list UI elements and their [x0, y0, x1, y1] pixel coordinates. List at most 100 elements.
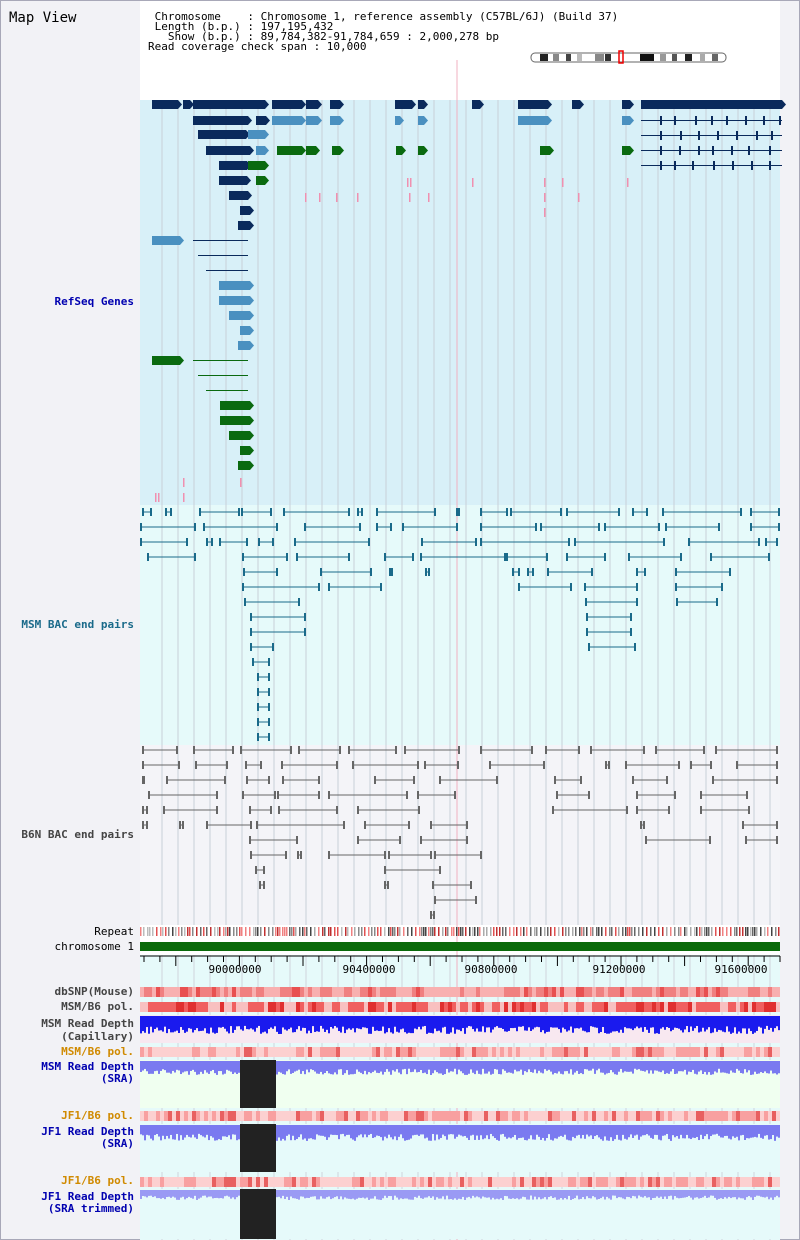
jf1-b6-pol-heat-cell: [460, 1111, 464, 1121]
b6n-bac-pair-end: [466, 836, 468, 844]
axis-tick-label: 90400000: [343, 963, 396, 976]
jf1-depth-trim-bar: [528, 1190, 530, 1200]
gene-feature: [219, 161, 247, 170]
jf1-depth-sra-bar: [216, 1125, 218, 1141]
chromosome-ideogram: [530, 52, 727, 63]
msm-b6-pol-heat-cell: [692, 1002, 696, 1012]
track-label-refseq: RefSeq Genes: [54, 295, 134, 308]
msm-bac-pair-end: [250, 613, 252, 621]
jf1-b6-pol-heat-cell: [268, 1111, 272, 1121]
msm-depth-sra-bar: [470, 1061, 472, 1070]
dbsnp-heat-cell: [568, 987, 572, 997]
dbsnp-heat-cell: [480, 987, 484, 997]
msm-b6-pol2-heat-cell: [188, 1047, 192, 1057]
jf1-b6-pol-heat-cell: [204, 1111, 208, 1121]
small-feature: [544, 208, 546, 217]
msm-depth-sra-bar: [282, 1061, 284, 1075]
msm-depth-sra-bar: [300, 1061, 302, 1074]
msm-depth-cap-bar: [158, 1016, 160, 1031]
jf1-depth-sra-bar: [770, 1125, 772, 1140]
msm-b6-pol-heat-cell: [604, 1002, 608, 1012]
msm-b6-pol-heat-cell: [512, 1002, 516, 1012]
repeat-element: [306, 927, 308, 936]
jf1-depth-sra-bar: [204, 1125, 206, 1138]
msm-b6-pol-heat-cell: [204, 1002, 208, 1012]
msm-b6-pol2-heat-cell: [764, 1047, 768, 1057]
jf1-depth-sra-bar: [368, 1125, 370, 1135]
msm-depth-cap-bar: [240, 1016, 242, 1030]
ideogram-band: [540, 54, 548, 61]
jf1-b6-pol-heat-cell: [532, 1111, 536, 1121]
msm-depth-sra-bar: [144, 1061, 146, 1069]
jf1-b6-pol2-heat-cell: [168, 1177, 172, 1187]
jf1-depth-sra-bar: [676, 1125, 678, 1137]
msm-depth-sra-bar: [598, 1061, 600, 1069]
msm-depth-sra-bar: [744, 1061, 746, 1070]
repeat-element: [324, 927, 326, 936]
msm-depth-cap-bar: [284, 1016, 286, 1030]
jf1-depth-trim-bar: [702, 1190, 704, 1198]
jf1-depth-sra-bar: [284, 1125, 286, 1141]
repeat-element: [223, 927, 225, 936]
jf1-depth-sra-bar: [748, 1125, 750, 1139]
track-label-jf1-depth-trim-sub: (SRA trimmed): [47, 1202, 134, 1215]
msm-bac-pair-end: [675, 568, 677, 576]
msm-b6-pol2-heat-cell: [512, 1047, 516, 1057]
msm-b6-pol-heat-cell: [700, 1002, 704, 1012]
msm-depth-sra-bar: [516, 1061, 518, 1072]
jf1-b6-pol-heat-cell: [644, 1111, 648, 1121]
jf1-depth-sra-bar: [708, 1125, 710, 1140]
gene-feature: [332, 146, 340, 155]
msm-depth-sra-bar: [342, 1061, 344, 1075]
msm-b6-pol2-heat-cell: [260, 1047, 264, 1057]
msm-b6-pol2-heat-cell: [240, 1047, 244, 1057]
jf1-b6-pol-heat-cell: [336, 1111, 340, 1121]
msm-b6-pol-heat-cell: [524, 1002, 528, 1012]
msm-depth-cap-bar: [692, 1016, 694, 1031]
jf1-depth-trim-bar: [210, 1190, 212, 1197]
msm-b6-pol-heat-cell: [688, 1002, 692, 1012]
msm-depth-sra-bar: [372, 1061, 374, 1072]
msm-depth-cap-bar: [646, 1016, 648, 1030]
msm-bac-pair-end: [242, 583, 244, 591]
jf1-depth-sra-bar: [576, 1125, 578, 1136]
b6n-bac-pair-end: [776, 776, 778, 784]
msm-depth-cap-bar: [156, 1016, 158, 1028]
msm-depth-cap-bar: [340, 1016, 342, 1033]
msm-b6-pol2-heat-cell: [676, 1047, 680, 1057]
jf1-depth-trim-bar: [204, 1190, 206, 1196]
jf1-depth-trim-bar: [766, 1190, 768, 1197]
gene-strand-arrow: [424, 100, 428, 109]
msm-b6-pol-heat-cell: [752, 1002, 756, 1012]
msm-depth-sra-bar: [294, 1061, 296, 1072]
repeat-element: [699, 927, 701, 936]
jf1-depth-trim-bar: [508, 1190, 510, 1199]
repeat-element: [407, 927, 409, 936]
jf1-depth-trim-bar: [460, 1190, 462, 1200]
repeat-element: [526, 927, 528, 936]
dbsnp-heat-cell: [684, 987, 688, 997]
jf1-depth-trim-bar: [676, 1190, 678, 1198]
msm-depth-cap-bar: [684, 1016, 686, 1030]
jf1-b6-pol-heat-cell: [508, 1111, 512, 1121]
dbsnp-heat-cell: [344, 987, 348, 997]
msm-bac-pair-end: [318, 583, 320, 591]
msm-b6-pol-heat-cell: [252, 1002, 256, 1012]
jf1-depth-sra-bar: [224, 1125, 226, 1137]
msm-depth-sra-bar: [518, 1061, 520, 1072]
jf1-depth-sra-bar: [446, 1125, 448, 1140]
jf1-depth-sra-bar: [220, 1125, 222, 1140]
jf1-depth-trim-bar: [156, 1190, 158, 1199]
jf1-depth-trim-bar: [478, 1190, 480, 1198]
msm-b6-pol2-heat-cell: [228, 1047, 232, 1057]
b6n-bac-pair-end: [590, 746, 592, 754]
msm-b6-pol-heat-cell: [724, 1002, 728, 1012]
track-label-jf1-depth-sra-sub: (SRA): [100, 1137, 134, 1150]
msm-b6-pol-heat-cell: [772, 1002, 776, 1012]
dbsnp-heat-cell: [140, 987, 144, 997]
repeat-element: [678, 927, 680, 936]
b6n-bac-pair-end: [270, 806, 272, 814]
repeat-element: [611, 927, 613, 936]
jf1-depth-sra-bar: [416, 1125, 418, 1135]
